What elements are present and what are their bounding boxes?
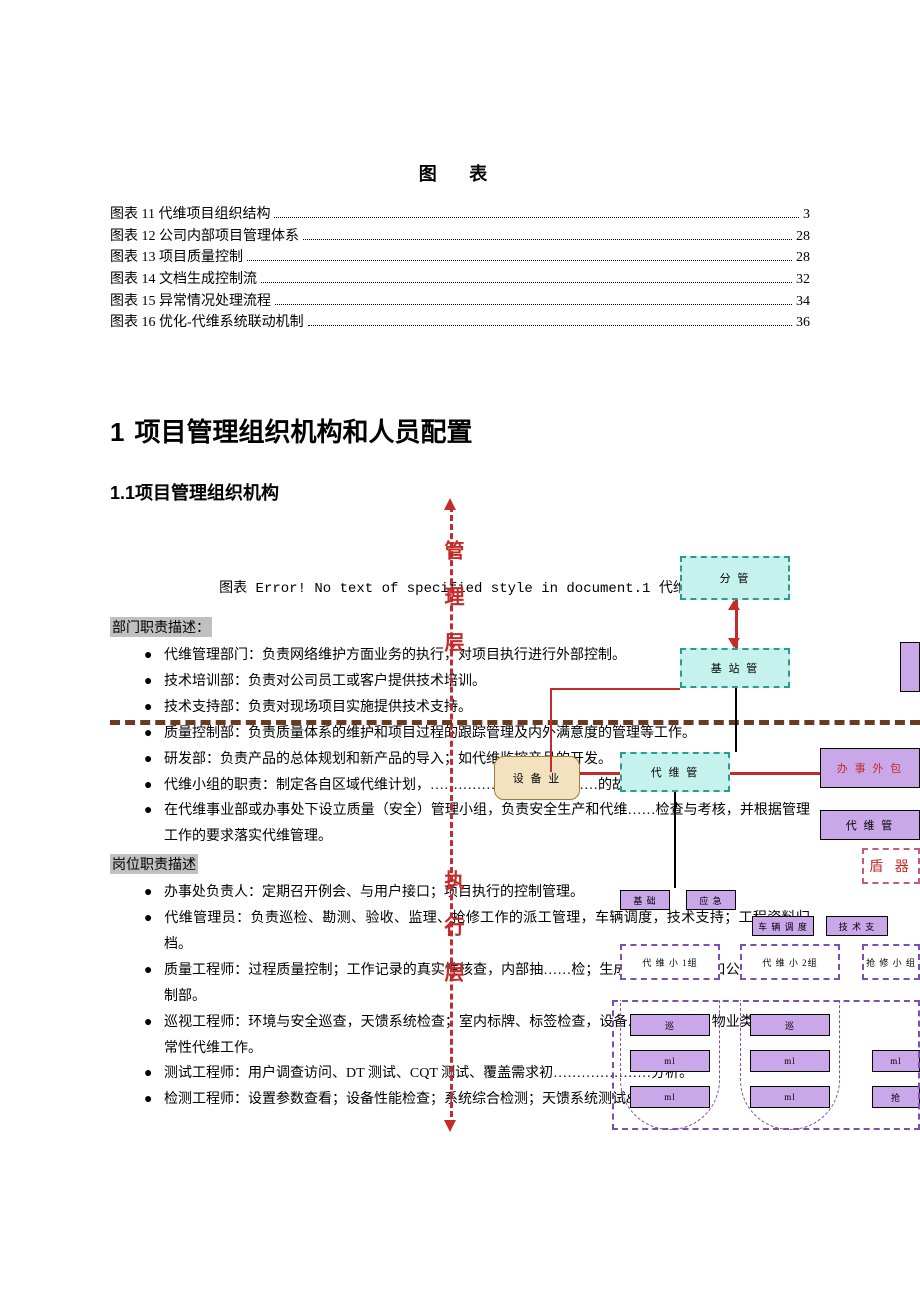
toc-dots bbox=[275, 292, 792, 305]
toc-label: 图表 1­1 代维项目组织结构 bbox=[110, 204, 270, 226]
post-duties-list: ●办事处负责人：定期召开例会、与用户接口；项目执行的控制管理。 ●代维管理员：负… bbox=[110, 880, 810, 1113]
toc-list: 图表 1­1 代维项目组织结构 3 图表 1­2 公司内部项目管理体系 28 图表 … bbox=[110, 204, 810, 334]
bullet-icon: ● bbox=[144, 643, 164, 669]
list-item: ●研发部：负责产品的总体规划和新产品的导入；如代维监控产品的开发。 bbox=[164, 747, 810, 773]
list-text: 在代维事业部或办事处下设立质量（安全）管理小组，负责安全生产和代维……检查与考核… bbox=[164, 803, 810, 844]
toc-page: 36 bbox=[796, 312, 810, 334]
list-text: 巡视工程师：环境与安全巡查，天馈系统检查；室内标牌、标签检查，设备……力检查，物… bbox=[164, 1015, 810, 1056]
bullet-icon: ● bbox=[144, 669, 164, 695]
toc-label: 图表 1­4 文档生成控制流 bbox=[110, 269, 257, 291]
list-item: ●办事处负责人：定期召开例会、与用户接口；项目执行的控制管理。 bbox=[164, 880, 810, 906]
list-item: ●技术支持部：负责对现场项目实施提供技术支持。 bbox=[164, 695, 810, 721]
toc-page: 3 bbox=[803, 204, 810, 226]
bullet-icon: ● bbox=[144, 1010, 164, 1036]
bullet-icon: ● bbox=[144, 1061, 164, 1087]
toc-line: 图表 1­6 优化-代维系统联动机制 36 bbox=[110, 312, 810, 334]
toc-dots bbox=[303, 227, 792, 240]
list-text: 检测工程师：设置参数查看；设备性能检查；系统综合检测；天馈系统测试&整改；故障 bbox=[164, 1092, 707, 1107]
heading-1: 1 项目管理组织机构和人员配置 bbox=[110, 412, 810, 449]
toc-page: 34 bbox=[796, 291, 810, 313]
bullet-icon: ● bbox=[144, 721, 164, 747]
list-item: ●技术培训部：负责对公司员工或客户提供技术培训。 bbox=[164, 669, 810, 695]
section-label: 岗位职责描述 bbox=[110, 854, 198, 874]
toc-page: 28 bbox=[796, 226, 810, 248]
toc-line: 图表 1­1 代维项目组织结构 3 bbox=[110, 204, 810, 226]
list-text: 代维管理员：负责巡检、勘测、验收、监理、抢修工作的派工管理，车辆调度，技术支持；… bbox=[164, 911, 810, 952]
toc-label: 图表 1­6 优化-代维系统联动机制 bbox=[110, 312, 304, 334]
heading-1-text: 项目管理组织机构和人员配置 bbox=[134, 417, 472, 447]
bullet-icon: ● bbox=[144, 747, 164, 773]
toc-title: 图 表 bbox=[110, 160, 810, 186]
list-text: 技术培训部：负责对公司员工或客户提供技术培训。 bbox=[164, 674, 486, 689]
bullet-icon: ● bbox=[144, 1087, 164, 1113]
list-text: 办事处负责人：定期召开例会、与用户接口；项目执行的控制管理。 bbox=[164, 885, 584, 900]
bullet-icon: ● bbox=[144, 773, 164, 799]
list-text: 质量工程师：过程质量控制；工作记录的真实性核查，内部抽……检；生成质量报告，接口… bbox=[164, 963, 810, 1004]
document-page: 图 表 图表 1­1 代维项目组织结构 3 图表 1­2 公司内部项目管理体系 28… bbox=[0, 0, 920, 1173]
toc-label: 图表 1­2 公司内部项目管理体系 bbox=[110, 226, 299, 248]
bullet-icon: ● bbox=[144, 906, 164, 932]
toc-dots bbox=[261, 270, 792, 283]
toc-label: 图表 1­3 项目质量控制 bbox=[110, 247, 243, 269]
list-text: 技术支持部：负责对现场项目实施提供技术支持。 bbox=[164, 700, 472, 715]
toc-line: 图表 1­2 公司内部项目管理体系 28 bbox=[110, 226, 810, 248]
heading-1-num: 1 bbox=[110, 417, 124, 447]
bullet-icon: ● bbox=[144, 695, 164, 721]
toc-dots bbox=[274, 205, 799, 218]
list-text: 代维管理部门：负责网络维护方面业务的执行，对项目执行进行外部控制。 bbox=[164, 648, 626, 663]
list-item: ●质量工程师：过程质量控制；工作记录的真实性核查，内部抽……检；生成质量报告，接… bbox=[164, 958, 810, 1010]
heading-2-num: 1.1 bbox=[110, 483, 135, 503]
toc-page: 32 bbox=[796, 269, 810, 291]
list-item: ●在代维事业部或办事处下设立质量（安全）管理小组，负责安全生产和代维……检查与考… bbox=[164, 798, 810, 850]
toc-line: 图表 1­5 异常情况处理流程 34 bbox=[110, 291, 810, 313]
figure-caption: 图表 Error! No text of specified style in … bbox=[110, 577, 810, 597]
list-item: ●检测工程师：设置参数查看；设备性能检查；系统综合检测；天馈系统测试&整改；故障 bbox=[164, 1087, 810, 1113]
list-text: 测试工程师：用户调查访问、DT 测试、CQT 测试、覆盖需求初…………………分析… bbox=[164, 1066, 693, 1081]
section-label: 部门职责描述： bbox=[110, 617, 212, 637]
bullet-icon: ● bbox=[144, 798, 164, 824]
toc-label: 图表 1­5 异常情况处理流程 bbox=[110, 291, 271, 313]
toc-page: 28 bbox=[796, 247, 810, 269]
toc-line: 图表 1­4 文档生成控制流 32 bbox=[110, 269, 810, 291]
toc-dots bbox=[308, 314, 792, 327]
bullet-icon: ● bbox=[144, 880, 164, 906]
heading-2-text: 项目管理组织机构 bbox=[135, 483, 279, 503]
toc-line: 图表 1­3 项目质量控制 28 bbox=[110, 247, 810, 269]
list-item: ●代维管理员：负责巡检、勘测、验收、监理、抢修工作的派工管理，车辆调度，技术支持… bbox=[164, 906, 810, 958]
list-text: 代维小组的职责：制定各自区域代维计划，……………，代维…………的故障抢……急处理… bbox=[164, 778, 738, 793]
list-item: ●巡视工程师：环境与安全巡查，天馈系统检查；室内标牌、标签检查，设备……力检查，… bbox=[164, 1010, 810, 1062]
heading-2: 1.1项目管理组织机构 bbox=[110, 479, 810, 505]
list-item: ●代维管理部门：负责网络维护方面业务的执行，对项目执行进行外部控制。 bbox=[164, 643, 810, 669]
list-text: 质量控制部：负责质量体系的维护和项目过程的跟踪管理及内外满意度的管理等工作。 bbox=[164, 726, 696, 741]
dept-duties-list: ●代维管理部门：负责网络维护方面业务的执行，对项目执行进行外部控制。 ●技术培训… bbox=[110, 643, 810, 850]
toc-dots bbox=[247, 249, 792, 262]
bullet-icon: ● bbox=[144, 958, 164, 984]
list-item: ●代维小组的职责：制定各自区域代维计划，……………，代维…………的故障抢……急处… bbox=[164, 773, 810, 799]
list-text: 研发部：负责产品的总体规划和新产品的导入；如代维监控产品的开发。 bbox=[164, 752, 612, 767]
list-item: ●质量控制部：负责质量体系的维护和项目过程的跟踪管理及内外满意度的管理等工作。 bbox=[164, 721, 810, 747]
list-item: ●测试工程师：用户调查访问、DT 测试、CQT 测试、覆盖需求初…………………分… bbox=[164, 1061, 810, 1087]
